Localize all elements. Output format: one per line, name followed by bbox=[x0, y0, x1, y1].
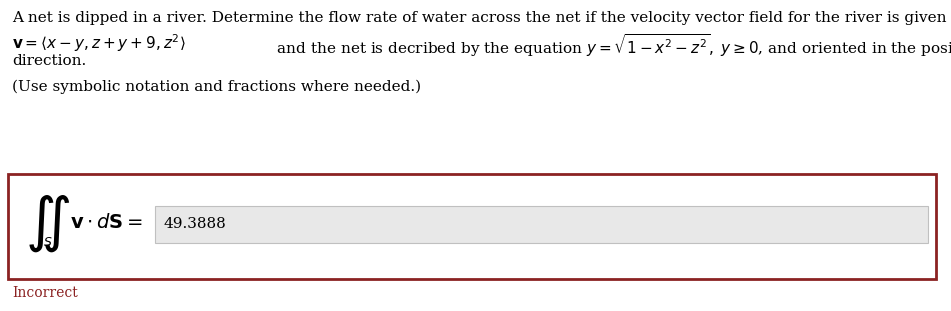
Text: A net is dipped in a river. Determine the flow rate of water across the net if t: A net is dipped in a river. Determine th… bbox=[12, 11, 951, 25]
Text: direction.: direction. bbox=[12, 54, 87, 68]
Text: Incorrect: Incorrect bbox=[12, 286, 78, 300]
Text: $\iint$: $\iint$ bbox=[25, 194, 70, 254]
Text: 49.3888: 49.3888 bbox=[163, 217, 225, 231]
FancyBboxPatch shape bbox=[155, 206, 928, 243]
Text: $\mathbf{v} \cdot d\mathbf{S} =$: $\mathbf{v} \cdot d\mathbf{S} =$ bbox=[70, 213, 143, 233]
FancyBboxPatch shape bbox=[8, 174, 936, 279]
Text: $S$: $S$ bbox=[43, 236, 52, 249]
Text: $\mathbf{v} = \langle x - y, z + y + 9, z^2 \rangle$: $\mathbf{v} = \langle x - y, z + y + 9, … bbox=[12, 33, 185, 54]
Text: (Use symbolic notation and fractions where needed.): (Use symbolic notation and fractions whe… bbox=[12, 80, 421, 95]
Text: and the net is decribed by the equation $y = \sqrt{1 - x^2 - z^2},\; y \geq 0$, : and the net is decribed by the equation … bbox=[272, 33, 951, 59]
